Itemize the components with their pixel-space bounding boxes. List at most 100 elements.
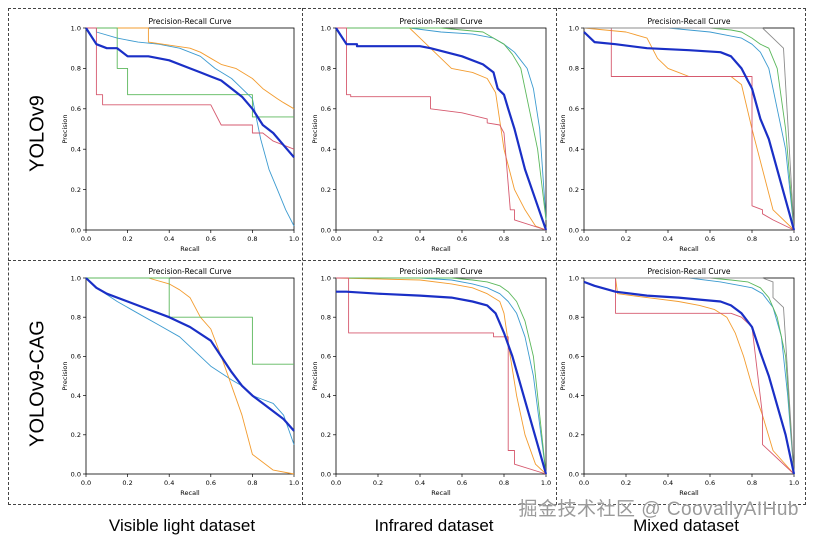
y-tick-label: 1.0 (71, 24, 81, 32)
x-tick-label: 1.0 (789, 235, 799, 243)
x-tick-label: 0.8 (747, 235, 757, 243)
x-axis-label: Recall (180, 245, 200, 253)
series-line-class-1 (336, 277, 547, 475)
x-tick-label: 0.0 (331, 479, 341, 487)
series-line-class-2 (86, 27, 295, 110)
chart-title: Precision-Recall Curve (647, 17, 730, 26)
chart-title: Precision-Recall Curve (399, 267, 482, 276)
y-tick-label: 0.4 (71, 392, 81, 400)
y-tick-label: 0.8 (569, 314, 579, 322)
x-tick-label: 1.0 (541, 479, 551, 487)
x-axis-label: Recall (679, 489, 699, 497)
x-axis-label: Recall (431, 489, 451, 497)
y-tick-label: 0.2 (569, 431, 579, 439)
x-tick-label: 0.2 (122, 479, 132, 487)
series-line-class-5 (584, 27, 795, 231)
row-label-yolov9-cag: YOLOv9-CAG (26, 320, 49, 447)
divider-col-1 (302, 8, 303, 505)
series-line-class-2 (583, 27, 795, 231)
x-tick-label: 0.4 (663, 235, 673, 243)
x-tick-label: 0.0 (81, 235, 91, 243)
y-axis-label: Precision (61, 361, 69, 390)
y-axis-label: Precision (559, 114, 567, 143)
y-tick-label: 0.4 (321, 146, 331, 154)
x-axis-label: Recall (679, 245, 699, 253)
y-axis-label: Precision (559, 361, 567, 390)
x-tick-label: 0.6 (206, 235, 216, 243)
series-line-all-classes (336, 290, 548, 475)
pr-chart-yolov9-infrared: Precision-Recall Curve 0.0 0.2 0.4 0.6 0.8 1.0… (311, 17, 551, 253)
x-tick-label: 0.0 (331, 235, 341, 243)
y-tick-label: 0.4 (569, 146, 579, 154)
series-line-class-3 (584, 277, 795, 475)
x-tick-label: 0.4 (663, 479, 673, 487)
chart-title: Precision-Recall Curve (647, 267, 730, 276)
y-tick-label: 0.0 (71, 226, 81, 234)
pr-chart-yolov9cag-mixed: Precision-Recall Curve 0.0 0.2 0.4 0.6 0.8 1.0… (559, 267, 799, 497)
x-tick-label: 0.8 (499, 479, 509, 487)
x-tick-label: 0.8 (247, 235, 257, 243)
series-line-class-4 (336, 27, 547, 231)
series-line-class-2 (86, 277, 295, 475)
chart-title: Precision-Recall Curve (399, 17, 482, 26)
y-axis-label: Precision (311, 114, 319, 143)
plot-area (335, 277, 547, 475)
series-line-class-1 (584, 277, 795, 475)
x-tick-label: 1.0 (289, 235, 299, 243)
y-tick-label: 1.0 (569, 24, 579, 32)
y-tick-label: 0.4 (71, 146, 81, 154)
series-line-class-3 (336, 277, 547, 475)
series-line-class-2 (336, 27, 547, 231)
y-tick-label: 0.6 (321, 105, 331, 113)
x-tick-label: 0.6 (457, 235, 467, 243)
chart-title: Precision-Recall Curve (148, 267, 231, 276)
x-tick-label: 0.4 (415, 235, 425, 243)
x-axis-label: Recall (431, 245, 451, 253)
y-tick-label: 0.4 (569, 392, 579, 400)
y-tick-label: 0.2 (321, 431, 331, 439)
x-tick-label: 1.0 (289, 479, 299, 487)
x-tick-label: 0.2 (621, 235, 631, 243)
series-line-class-2 (335, 277, 547, 475)
series-line-class-5 (584, 277, 795, 475)
x-tick-label: 1.0 (541, 235, 551, 243)
series-line-all-classes (85, 277, 295, 432)
series-line-class-4 (86, 27, 295, 150)
y-tick-label: 0.6 (71, 353, 81, 361)
x-tick-label: 0.4 (164, 235, 174, 243)
column-label-mixed: Mixed dataset (633, 516, 739, 535)
x-tick-label: 0.6 (705, 235, 715, 243)
series-line-class-3 (336, 27, 547, 220)
series-line-class-3 (584, 27, 795, 231)
series-line-class-4 (584, 277, 795, 475)
y-tick-label: 0.0 (321, 226, 331, 234)
y-tick-label: 0.8 (321, 314, 331, 322)
pr-chart-yolov9cag-infrared: Precision-Recall Curve 0.0 0.2 0.4 0.6 0.8 1.0… (311, 267, 551, 497)
x-tick-label: 0.8 (247, 479, 257, 487)
y-tick-label: 1.0 (71, 274, 81, 282)
x-tick-label: 0.0 (81, 479, 91, 487)
y-tick-label: 0.6 (569, 105, 579, 113)
series-line-all-classes (85, 27, 295, 159)
divider-col-2 (556, 8, 557, 505)
pr-chart-yolov9-mixed: Precision-Recall Curve 0.0 0.2 0.4 0.6 0.8 1.0… (559, 17, 799, 253)
y-tick-label: 1.0 (321, 24, 331, 32)
series-line-class-1 (85, 277, 295, 445)
plot-area (85, 277, 295, 475)
series-line-class-4 (336, 277, 547, 475)
x-tick-label: 0.2 (621, 479, 631, 487)
series-line-class-4 (584, 27, 795, 231)
row-label-yolov9: YOLOv9 (26, 95, 49, 172)
pr-chart-yolov9cag-visible: Precision-Recall Curve 0.0 0.2 0.4 0.6 0.8 1.0… (61, 267, 299, 497)
x-tick-label: 0.4 (164, 479, 174, 487)
x-tick-label: 0.2 (122, 235, 132, 243)
y-tick-label: 0.4 (321, 392, 331, 400)
column-label-visible: Visible light dataset (108, 516, 256, 535)
figure-frame (8, 8, 806, 505)
series-line-class-1 (86, 27, 295, 227)
y-tick-label: 0.8 (569, 65, 579, 73)
y-tick-label: 0.8 (71, 314, 81, 322)
x-tick-label: 0.8 (499, 235, 509, 243)
x-tick-label: 0.6 (206, 479, 216, 487)
x-tick-label: 0.8 (747, 479, 757, 487)
